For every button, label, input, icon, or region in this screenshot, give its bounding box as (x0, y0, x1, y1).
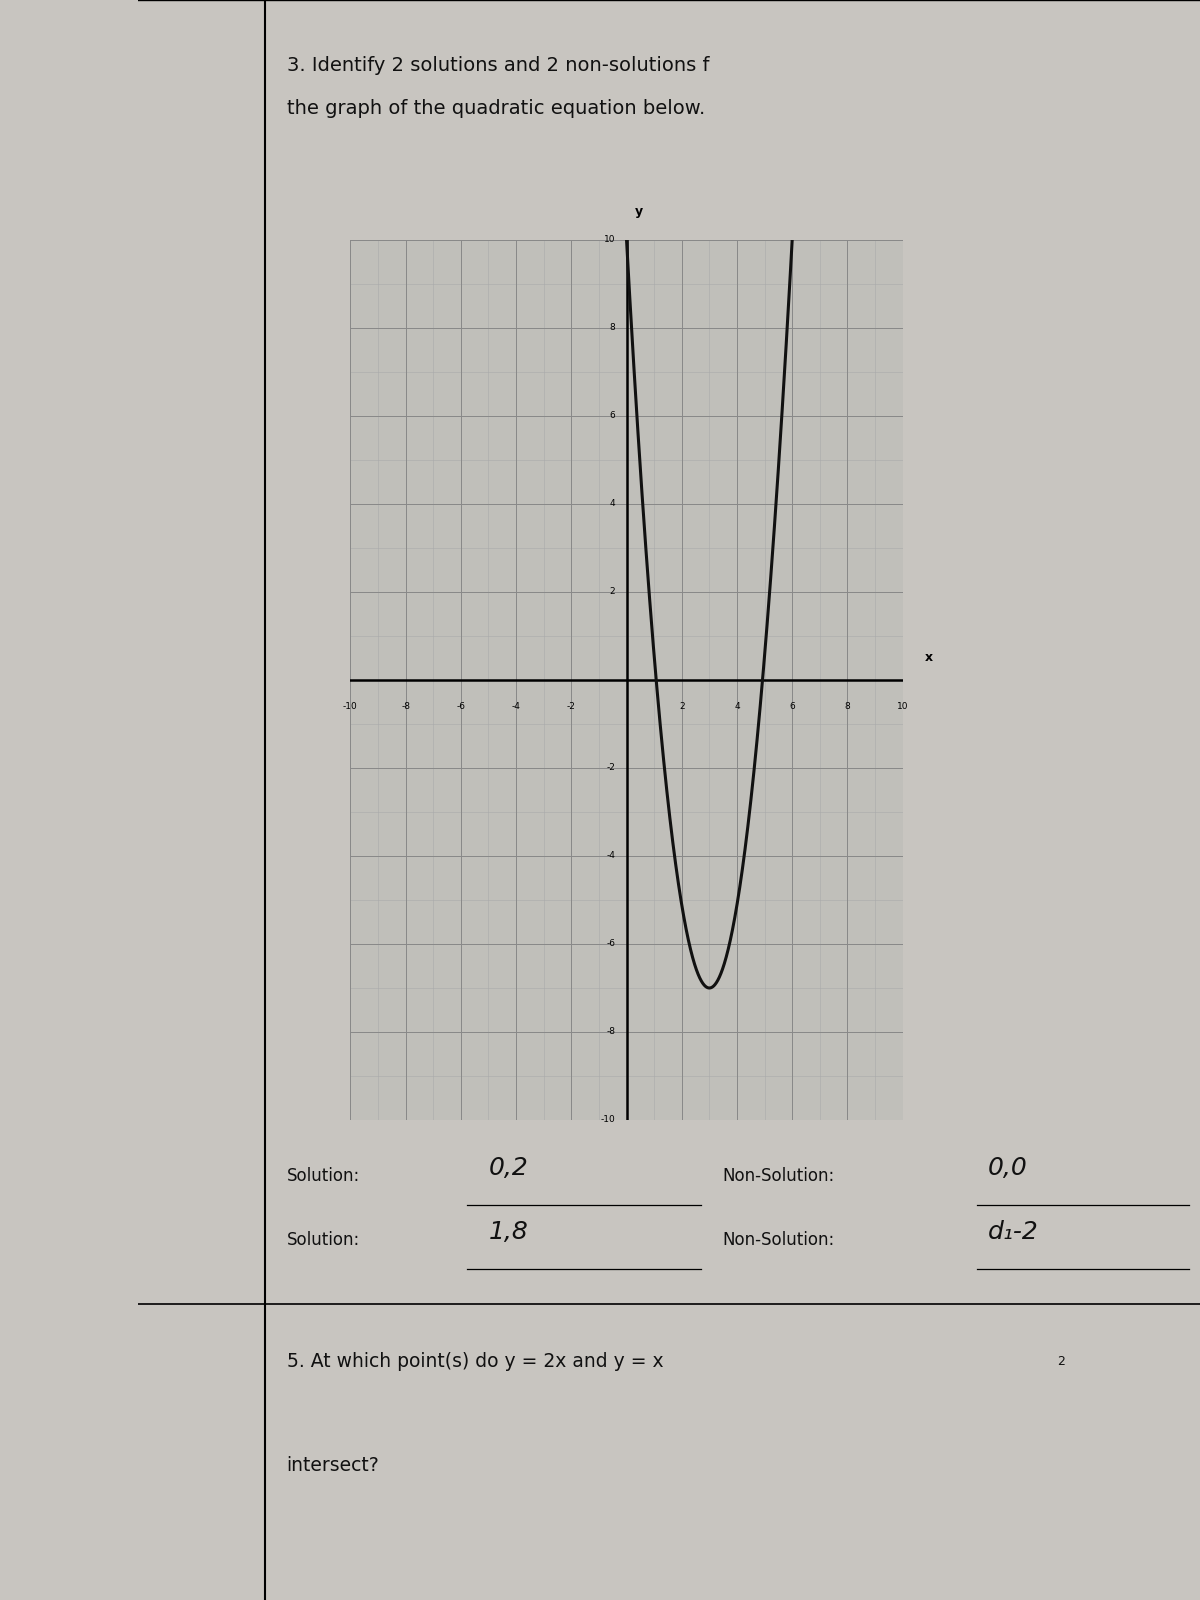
Text: -4: -4 (607, 851, 616, 861)
Text: 0,2: 0,2 (488, 1155, 528, 1181)
Text: -10: -10 (343, 702, 358, 710)
Text: Solution:: Solution: (287, 1230, 360, 1250)
Text: -4: -4 (511, 702, 521, 710)
Text: 2: 2 (1057, 1355, 1064, 1368)
Text: -2: -2 (566, 702, 576, 710)
Text: 4: 4 (610, 499, 616, 509)
Text: 8: 8 (610, 323, 616, 333)
Text: 3. Identify 2 solutions and 2 non-solutions f: 3. Identify 2 solutions and 2 non-soluti… (287, 56, 709, 75)
Text: 10: 10 (896, 702, 908, 710)
Text: 2: 2 (679, 702, 684, 710)
Text: 4: 4 (734, 702, 739, 710)
Text: 1,8: 1,8 (488, 1219, 528, 1245)
Text: x: x (925, 651, 932, 664)
Text: 10: 10 (604, 235, 616, 245)
Text: Non-Solution:: Non-Solution: (722, 1230, 834, 1250)
Text: -6: -6 (606, 939, 616, 949)
Text: -8: -8 (401, 702, 410, 710)
Text: Solution:: Solution: (287, 1166, 360, 1186)
Text: intersect?: intersect? (287, 1456, 379, 1475)
Text: 0,0: 0,0 (988, 1155, 1027, 1181)
Text: 6: 6 (790, 702, 796, 710)
Text: 8: 8 (845, 702, 851, 710)
Text: 6: 6 (610, 411, 616, 421)
Text: the graph of the quadratic equation below.: the graph of the quadratic equation belo… (287, 99, 704, 118)
Text: -10: -10 (601, 1115, 616, 1125)
Text: -2: -2 (607, 763, 616, 773)
Text: y: y (635, 205, 643, 218)
Text: Non-Solution:: Non-Solution: (722, 1166, 834, 1186)
Text: -8: -8 (606, 1027, 616, 1037)
Text: 2: 2 (610, 587, 616, 597)
Text: -6: -6 (456, 702, 466, 710)
Text: d₁-2: d₁-2 (988, 1219, 1038, 1245)
Text: 5. At which point(s) do y = 2x and y = x: 5. At which point(s) do y = 2x and y = x (287, 1352, 664, 1371)
